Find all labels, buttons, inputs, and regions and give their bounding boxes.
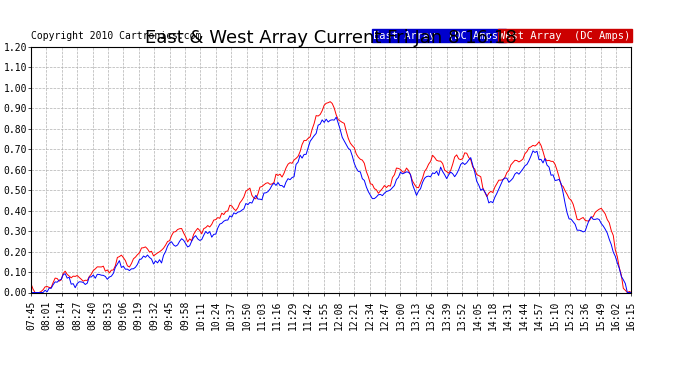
Text: West Array  (DC Amps): West Array (DC Amps) xyxy=(500,31,631,41)
Text: Copyright 2010 Cartronics.com: Copyright 2010 Cartronics.com xyxy=(31,31,201,41)
Text: East Array  (DC Amps): East Array (DC Amps) xyxy=(373,31,504,41)
Title: East & West Array Current Fri Jan 8 16:18: East & West Array Current Fri Jan 8 16:1… xyxy=(146,29,517,47)
